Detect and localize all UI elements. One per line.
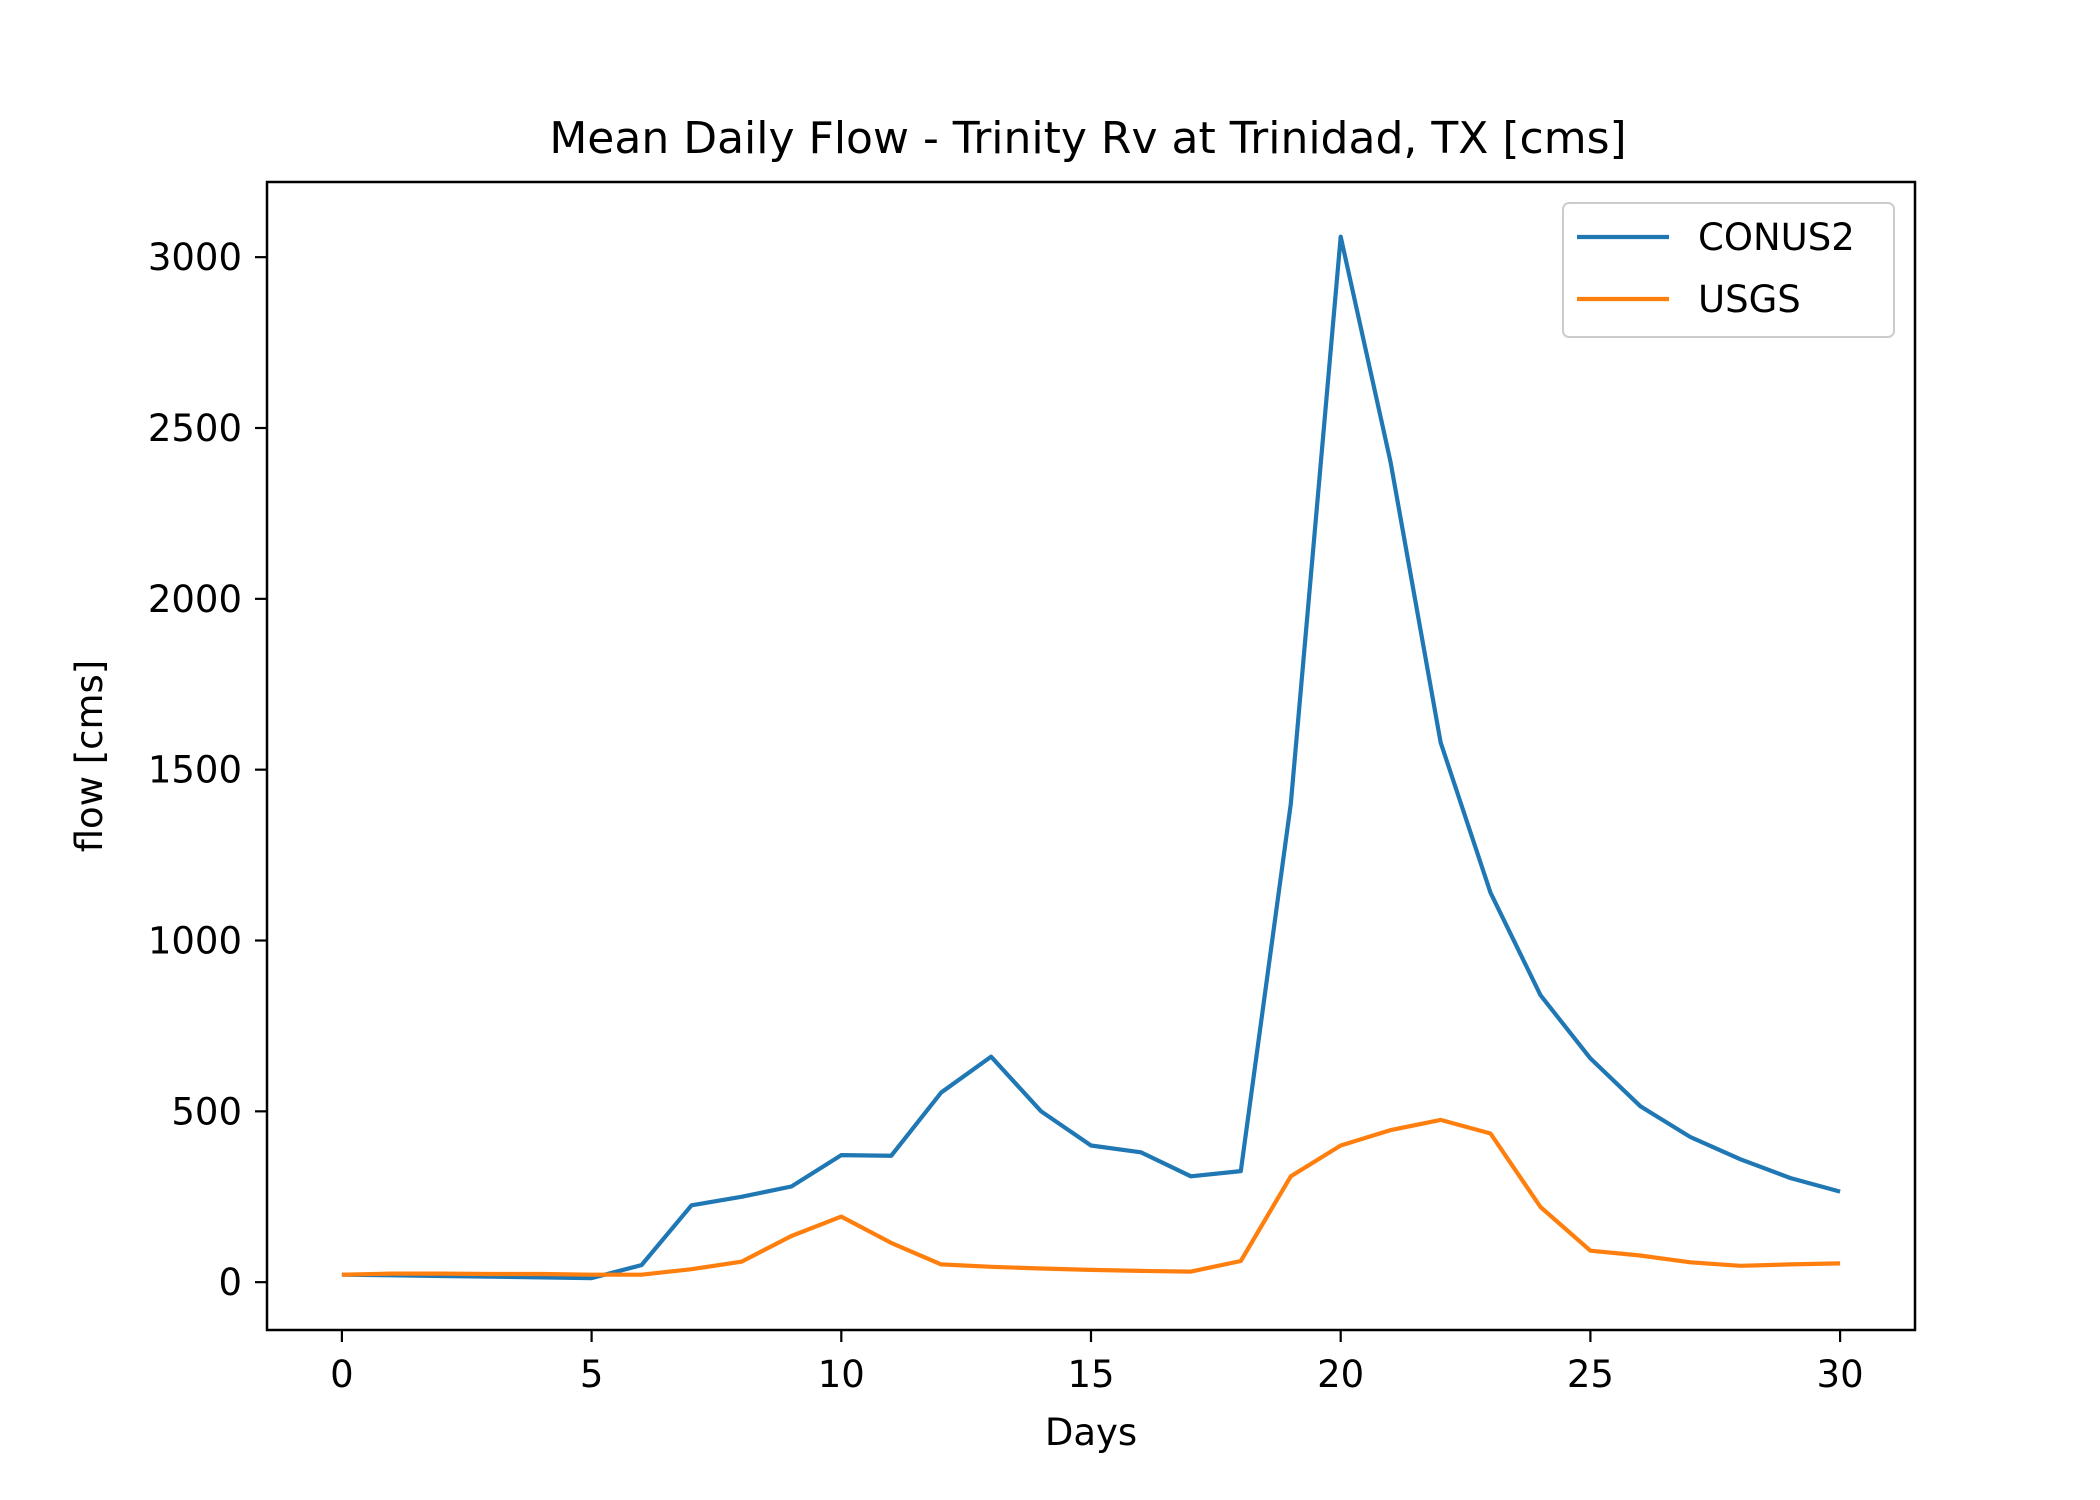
x-tick-label: 10 <box>818 1353 865 1396</box>
y-tick-label: 500 <box>171 1090 242 1133</box>
y-tick-label: 2000 <box>148 578 242 621</box>
chart-title: Mean Daily Flow - Trinity Rv at Trinidad… <box>549 113 1626 164</box>
axis-ticks: 0 5 10 15 20 25 30 0 500 1000 1500 2000 2500 3000 <box>148 236 1864 1396</box>
y-tick-label: 3000 <box>148 236 242 279</box>
x-tick-label: 5 <box>580 1353 604 1396</box>
legend-label-conus2: CONUS2 <box>1698 216 1855 259</box>
x-tick-label: 0 <box>330 1353 354 1396</box>
x-tick-label: 30 <box>1817 1353 1864 1396</box>
x-tick-label: 20 <box>1317 1353 1364 1396</box>
plot-area <box>341 234 1841 1281</box>
x-tick-label: 15 <box>1067 1353 1114 1396</box>
series-line-conus2 <box>341 234 1841 1281</box>
x-tick-label: 25 <box>1567 1353 1614 1396</box>
y-tick-label: 1000 <box>148 920 242 963</box>
plot-frame <box>265 180 1917 1332</box>
y-tick-label: 2500 <box>148 407 242 450</box>
legend-label-usgs: USGS <box>1698 278 1801 321</box>
series-line-usgs <box>341 1117 1841 1277</box>
legend: CONUS2 USGS <box>1562 202 1895 338</box>
y-tick-label: 0 <box>218 1261 242 1304</box>
y-axis-label: flow [cms] <box>68 660 111 853</box>
y-tick-label: 1500 <box>148 749 242 792</box>
x-axis-label: Days <box>1045 1411 1137 1454</box>
